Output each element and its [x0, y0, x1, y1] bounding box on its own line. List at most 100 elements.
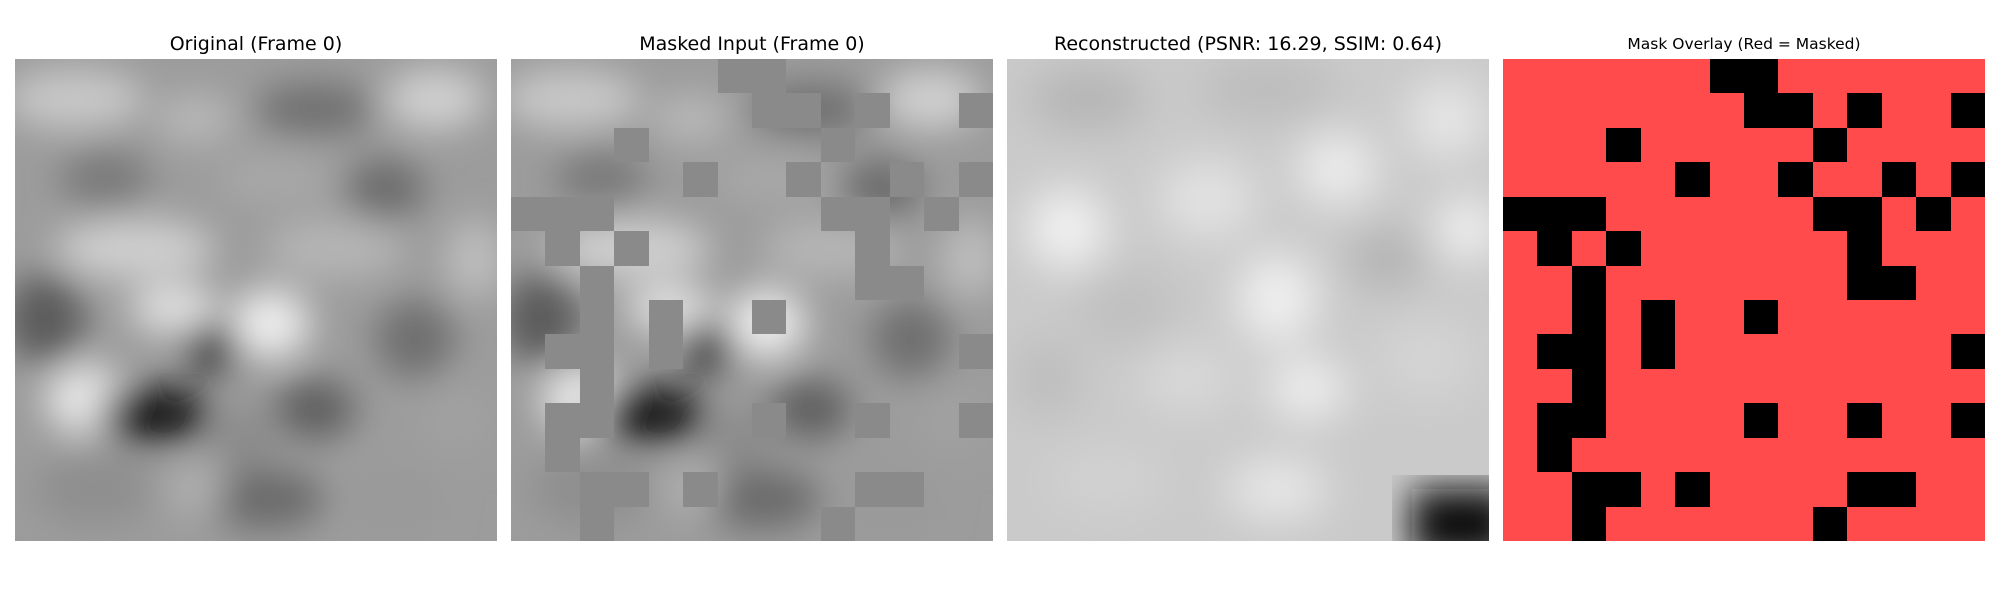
masked-patch [580, 300, 614, 334]
masked-patch [821, 197, 855, 231]
masked-patch [752, 300, 786, 334]
masked-patch [786, 162, 821, 197]
overlay-visible-patch [1744, 93, 1778, 128]
overlay-visible-patch [1813, 197, 1847, 231]
reconstructed-image [1007, 59, 1489, 541]
masked-patch [890, 472, 924, 507]
overlay-visible-patch [1572, 197, 1606, 231]
masked-patch [890, 266, 924, 300]
overlay-visible-patch [1916, 197, 1951, 231]
masked-patch [821, 507, 855, 541]
overlay-visible-patch [1882, 162, 1916, 197]
masked-patch [580, 403, 614, 438]
overlay-visible-patch [1847, 93, 1882, 128]
overlay-visible-patch [1744, 59, 1778, 93]
overlay-visible-patch [1675, 472, 1710, 507]
masked-patch [855, 266, 890, 300]
masked-patch [580, 472, 614, 507]
masked-patch [580, 507, 614, 541]
overlay-visible-patch [1847, 266, 1882, 300]
overlay-visible-patch [1641, 334, 1675, 369]
masked-patch [649, 334, 683, 369]
masked-patch [855, 93, 890, 128]
masked-patch [959, 162, 993, 197]
original-image [15, 59, 497, 541]
masked-patch [855, 231, 890, 266]
overlay-visible-patch [1778, 162, 1813, 197]
panel-title-masked-input: Masked Input (Frame 0) [639, 33, 865, 55]
masked-patch [855, 472, 890, 507]
masked-patch [580, 369, 614, 403]
masked-patch [545, 403, 580, 438]
masked-patch [614, 128, 649, 162]
overlay-visible-patch [1537, 403, 1572, 438]
overlay-visible-patch [1572, 300, 1606, 334]
mask-overlay-image [1503, 59, 1985, 541]
overlay-visible-patch [1675, 162, 1710, 197]
masked-patch [614, 231, 649, 266]
masked-patch [752, 59, 786, 93]
masked-patch [718, 59, 752, 93]
overlay-visible-patch [1572, 507, 1606, 541]
visible-patch-layer [1503, 59, 1985, 541]
overlay-visible-patch [1503, 197, 1537, 231]
overlay-visible-patch [1537, 334, 1572, 369]
overlay-visible-patch [1641, 300, 1675, 334]
overlay-visible-patch [1951, 334, 1985, 369]
masked-patch-layer [511, 59, 993, 541]
masked-patch [683, 472, 718, 507]
overlay-visible-patch [1813, 128, 1847, 162]
masked-patch [959, 403, 993, 438]
overlay-visible-patch [1537, 438, 1572, 472]
overlay-visible-patch [1951, 162, 1985, 197]
panel-title-original: Original (Frame 0) [169, 33, 343, 55]
overlay-visible-patch [1744, 300, 1778, 334]
overlay-visible-patch [1847, 197, 1882, 231]
masked-patch [683, 162, 718, 197]
overlay-visible-patch [1537, 231, 1572, 266]
overlay-visible-patch [1572, 334, 1606, 369]
overlay-visible-patch [1606, 231, 1641, 266]
overlay-visible-patch [1606, 128, 1641, 162]
masked-patch [545, 438, 580, 472]
masked-patch [821, 128, 855, 162]
overlay-visible-patch [1572, 472, 1606, 507]
overlay-visible-patch [1778, 93, 1813, 128]
panel-title-reconstructed: Reconstructed (PSNR: 16.29, SSIM: 0.64) [1054, 33, 1442, 55]
masked-patch [959, 334, 993, 369]
masked-patch [545, 231, 580, 266]
overlay-visible-patch [1847, 472, 1882, 507]
overlay-visible-patch [1847, 231, 1882, 266]
reconstructed-dark-region [1412, 489, 1489, 541]
masked-patch [545, 197, 580, 231]
overlay-visible-patch [1882, 266, 1916, 300]
masked-patch [924, 197, 959, 231]
masked-patch [752, 403, 786, 438]
masked-patch [511, 197, 545, 231]
overlay-visible-patch [1606, 472, 1641, 507]
overlay-visible-patch [1572, 369, 1606, 403]
masked-patch [855, 197, 890, 231]
masked-patch [786, 93, 821, 128]
masked-input-image [511, 59, 993, 541]
masked-patch [959, 93, 993, 128]
masked-patch [855, 403, 890, 438]
overlay-visible-patch [1572, 266, 1606, 300]
overlay-visible-patch [1951, 93, 1985, 128]
overlay-visible-patch [1813, 507, 1847, 541]
masked-patch [580, 197, 614, 231]
overlay-visible-patch [1882, 472, 1916, 507]
overlay-visible-patch [1951, 403, 1985, 438]
masked-patch [752, 93, 786, 128]
overlay-visible-patch [1537, 197, 1572, 231]
overlay-visible-patch [1744, 403, 1778, 438]
masked-patch [580, 334, 614, 369]
masked-patch [890, 162, 924, 197]
masked-patch [614, 472, 649, 507]
panel-title-mask-overlay: Mask Overlay (Red = Masked) [1627, 35, 1861, 53]
masked-patch [580, 266, 614, 300]
overlay-visible-patch [1572, 403, 1606, 438]
overlay-visible-patch [1847, 403, 1882, 438]
overlay-visible-patch [1710, 59, 1744, 93]
masked-patch [649, 300, 683, 334]
